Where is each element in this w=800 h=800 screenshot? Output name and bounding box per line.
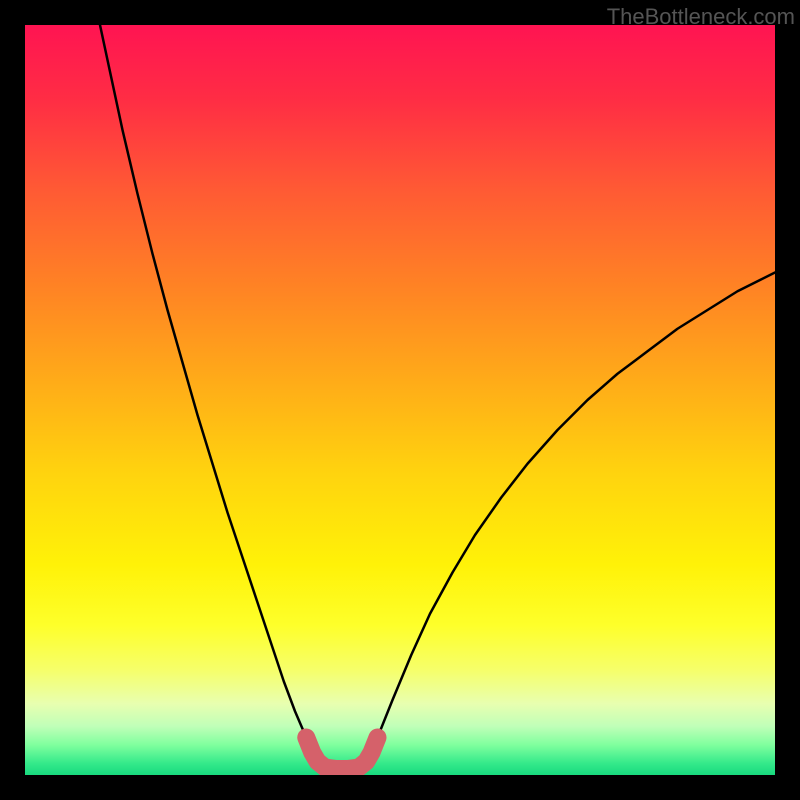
watermark-text: TheBottleneck.com <box>607 4 795 30</box>
gradient-background <box>25 25 775 775</box>
plot-area <box>25 25 775 775</box>
chart-svg <box>25 25 775 775</box>
chart-frame: TheBottleneck.com <box>0 0 800 800</box>
